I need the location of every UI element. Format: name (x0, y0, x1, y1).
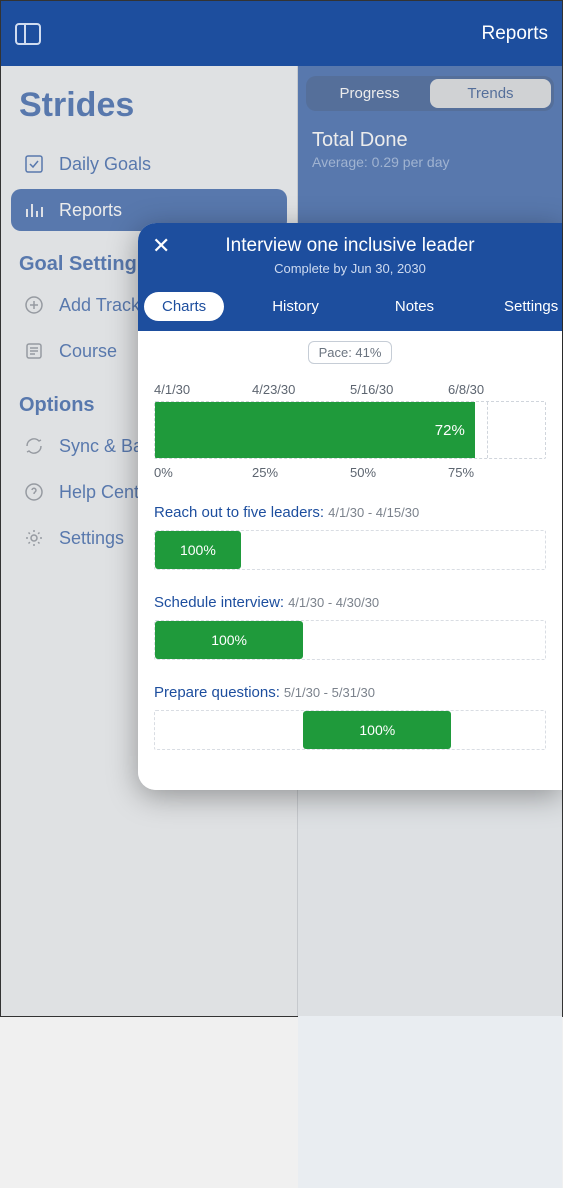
modal-tab-history[interactable]: History (254, 292, 337, 321)
modal-tab-settings[interactable]: Settings (486, 292, 562, 321)
axis-tick: 25% (252, 465, 350, 480)
goal-bar-track: 100% (154, 710, 546, 750)
goal-detail-modal: ✕ Interview one inclusive leader Complet… (138, 223, 562, 790)
app-header: Reports (1, 1, 562, 66)
main-progress-fill: 72% (155, 402, 475, 458)
modal-tabs: Charts History Notes Settings (138, 284, 562, 331)
timeline-axis-top: 4/1/30 4/23/30 5/16/30 6/8/30 (154, 382, 546, 397)
goal-bar-track: 100% (154, 620, 546, 660)
axis-tick: 4/1/30 (154, 382, 252, 397)
axis-tick: 5/16/30 (350, 382, 448, 397)
modal-tab-notes[interactable]: Notes (377, 292, 452, 321)
goal-bar-fill: 100% (303, 711, 451, 749)
axis-tick: 6/8/30 (448, 382, 546, 397)
modal-body: Pace: 41% 4/1/30 4/23/30 5/16/30 6/8/30 … (138, 331, 562, 790)
goal-row: Prepare questions: 5/1/30 - 5/31/30 100% (154, 684, 546, 750)
goal-label: Prepare questions: (154, 684, 280, 701)
pace-badge: Pace: 41% (308, 341, 393, 364)
close-icon[interactable]: ✕ (152, 233, 180, 259)
timeline-axis-bottom: 0% 25% 50% 75% (154, 465, 546, 480)
axis-tick: 75% (448, 465, 546, 480)
goal-row: Reach out to five leaders: 4/1/30 - 4/15/… (154, 504, 546, 570)
modal-tab-charts[interactable]: Charts (144, 292, 224, 321)
panel-toggle-icon[interactable] (15, 23, 41, 45)
goal-date-range: 5/1/30 - 5/31/30 (284, 685, 375, 700)
goal-row: Schedule interview: 4/1/30 - 4/30/30 100% (154, 594, 546, 660)
goal-bar-fill: 100% (155, 621, 303, 659)
modal-header: ✕ Interview one inclusive leader Complet… (138, 223, 562, 284)
axis-tick: 4/23/30 (252, 382, 350, 397)
modal-title: Interview one inclusive leader (190, 235, 510, 257)
modal-subtitle: Complete by Jun 30, 2030 (152, 261, 548, 276)
axis-tick: 50% (350, 465, 448, 480)
goal-bar-fill: 100% (155, 531, 241, 569)
axis-tick: 0% (154, 465, 252, 480)
main-progress-label: 72% (435, 422, 465, 439)
goal-label: Schedule interview: (154, 594, 284, 611)
goal-label: Reach out to five leaders: (154, 504, 324, 521)
goal-date-range: 4/1/30 - 4/30/30 (288, 595, 379, 610)
header-title: Reports (481, 23, 548, 45)
main-progress-bar: 72% (154, 401, 546, 459)
goal-date-range: 4/1/30 - 4/15/30 (328, 505, 419, 520)
goal-bar-track: 100% (154, 530, 546, 570)
